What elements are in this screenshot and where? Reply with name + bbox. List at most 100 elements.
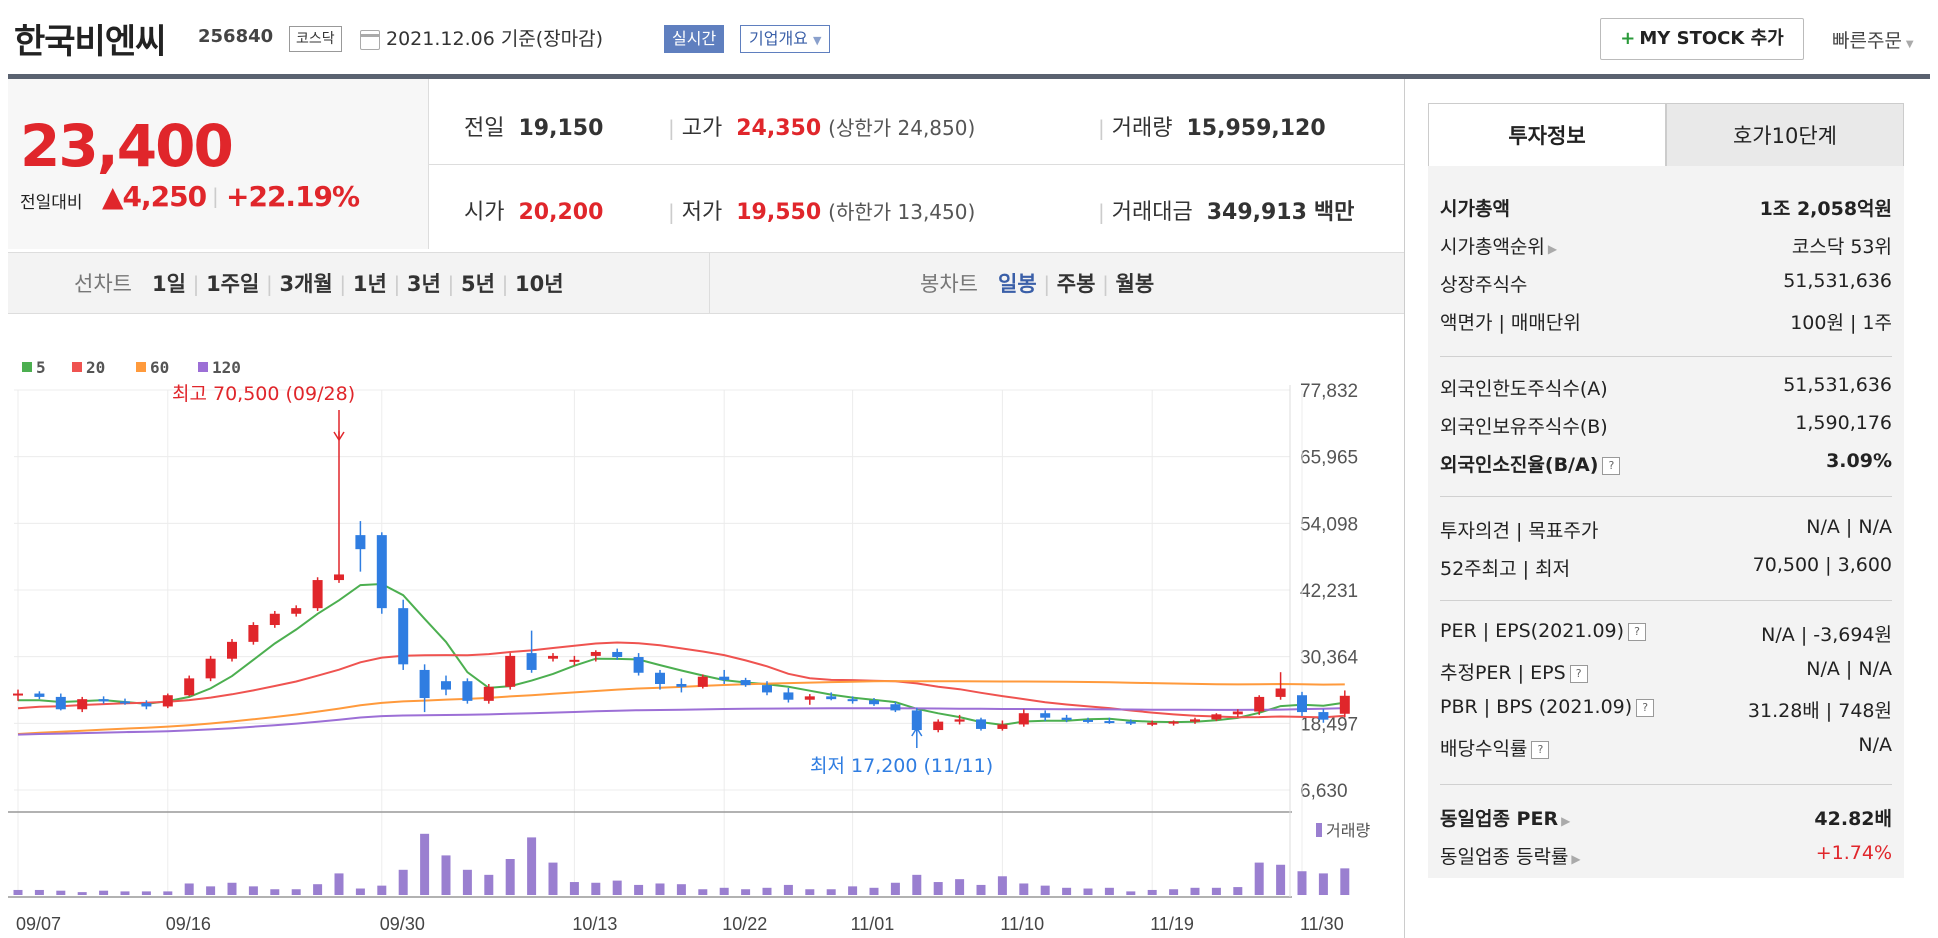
foreign-limit-row: 외국인한도주식수(A) 51,531,636 xyxy=(1440,374,1892,404)
quick-order-dropdown[interactable]: 빠른주문 ▼ xyxy=(1832,26,1914,53)
industry-change-label: 동일업종 등락률 xyxy=(1440,846,1569,868)
candle-body xyxy=(1125,721,1136,724)
upper-limit: (상한가 24,850) xyxy=(828,116,976,140)
market-badge: 코스닥 xyxy=(289,26,342,52)
candle-body xyxy=(1318,712,1329,720)
my-stock-add-button[interactable]: + MY STOCK 추가 xyxy=(1600,18,1804,60)
line-chart-periods: 선차트 1일 | 1주일 | 3개월 | 1년 | 3년 | 5년 | 10년 xyxy=(74,272,564,296)
period-3m[interactable]: 3개월 xyxy=(279,272,333,296)
candle-body xyxy=(1083,719,1093,722)
help-icon[interactable]: ? xyxy=(1569,664,1588,683)
volume-bar xyxy=(291,889,301,895)
volume-bar xyxy=(741,889,751,895)
volume-bar xyxy=(141,891,151,895)
candle-body xyxy=(633,657,644,673)
volume-bar xyxy=(1254,862,1264,895)
group-divider xyxy=(1440,496,1892,497)
candle-weekly[interactable]: 주봉 xyxy=(1056,272,1096,296)
help-icon[interactable]: ? xyxy=(1628,622,1647,641)
y-tick-label: 18,497 xyxy=(1300,714,1358,735)
caret-right-icon: ▶ xyxy=(1547,242,1558,256)
open: 시가 20,200 xyxy=(464,194,603,226)
candle-monthly[interactable]: 월봉 xyxy=(1115,272,1155,296)
period-5y[interactable]: 5년 xyxy=(460,272,495,296)
volume-legend-swatch xyxy=(1316,823,1322,837)
candle-body xyxy=(1147,722,1158,725)
help-icon[interactable]: ? xyxy=(1602,456,1621,475)
chevron-down-icon: ▼ xyxy=(812,34,822,47)
caret-right-icon: ▶ xyxy=(1561,814,1571,828)
listed-shares-value: 51,531,636 xyxy=(1783,270,1892,292)
candle-body xyxy=(441,681,451,690)
candle-body xyxy=(376,535,387,609)
industry-change-row[interactable]: 동일업종 등락률 ▶ +1.74% xyxy=(1440,842,1892,872)
legend-label: 60 xyxy=(150,358,169,377)
candle-body xyxy=(269,613,280,626)
y-tick-label: 65,965 xyxy=(1300,448,1358,469)
volume-bar xyxy=(1040,885,1050,895)
52week-value: 70,500 | 3,600 xyxy=(1752,554,1892,576)
opinion-label: 투자의견 | 목표주가 xyxy=(1440,520,1599,542)
candle-daily[interactable]: 일봉 xyxy=(998,272,1037,296)
company-overview-dropdown[interactable]: 기업개요 ▼ xyxy=(740,25,831,53)
candle-chart-periods: 봉차트 일봉 | 주봉 | 월봉 xyxy=(920,272,1155,296)
candle-body xyxy=(13,693,23,696)
y-tick-label: 30,364 xyxy=(1300,648,1359,669)
volume-bar xyxy=(955,879,965,895)
help-icon[interactable]: ? xyxy=(1531,740,1550,759)
my-stock-label: MY STOCK 추가 xyxy=(1639,28,1784,49)
dividend-value: N/A xyxy=(1858,734,1892,756)
pbr-label: PBR | BPS (2021.09) xyxy=(1440,696,1633,718)
help-icon[interactable]: ? xyxy=(1636,698,1655,717)
pbr-row: PBR | BPS (2021.09)? 31.28배 | 748원 xyxy=(1440,696,1892,726)
high-value: 24,350 xyxy=(736,116,822,141)
candle-body xyxy=(1339,695,1350,714)
volume-bar xyxy=(1276,864,1286,895)
realtime-button[interactable]: 실시간 xyxy=(664,25,725,53)
volume-bar xyxy=(227,882,237,895)
volume-bar xyxy=(912,874,922,895)
market-cap-rank-value: 코스닥 53위 xyxy=(1791,236,1892,258)
overview-label: 기업개요 xyxy=(749,29,808,48)
period-1d[interactable]: 1일 xyxy=(152,272,186,296)
volume-bar xyxy=(313,884,323,895)
volume-bar xyxy=(1104,887,1114,895)
period-3y[interactable]: 3년 xyxy=(406,272,441,296)
y-tick-label: 54,098 xyxy=(1300,514,1358,535)
candle-body xyxy=(890,704,901,711)
period-1w[interactable]: 1주일 xyxy=(206,272,260,296)
legend-swatch xyxy=(72,362,82,372)
period-1y[interactable]: 1년 xyxy=(352,272,387,296)
opinion-value: N/A | N/A xyxy=(1806,516,1892,538)
market-cap-rank-row[interactable]: 시가총액순위 ▶ 코스닥 53위 xyxy=(1440,232,1892,262)
candle-body xyxy=(120,701,130,704)
volume-bar xyxy=(1147,889,1157,895)
y-tick-label: 42,231 xyxy=(1300,581,1358,602)
pbr-value: 31.28배 | 748원 xyxy=(1747,700,1892,722)
high: | 고가 24,350 (상한가 24,850) xyxy=(668,116,976,141)
tab-invest-info[interactable]: 투자정보 xyxy=(1428,103,1666,167)
header-divider xyxy=(8,74,1930,79)
industry-per-row[interactable]: 동일업종 PER ▶ 42.82배 xyxy=(1440,804,1892,834)
volume-bar xyxy=(206,886,216,895)
candle-body xyxy=(869,700,879,705)
volume-bar xyxy=(484,874,494,895)
volume-bar xyxy=(976,884,986,895)
candle-body xyxy=(248,625,259,642)
candle-body xyxy=(954,719,965,722)
x-tick-label: 11/10 xyxy=(1000,914,1044,934)
volume-bar xyxy=(248,886,258,895)
volume-bar xyxy=(505,859,515,895)
volume-bar xyxy=(805,889,815,895)
tab-orderbook[interactable]: 호가10단계 xyxy=(1666,103,1904,167)
volume-bar xyxy=(420,833,430,895)
period-10y[interactable]: 10년 xyxy=(515,272,564,296)
candle-body xyxy=(1254,696,1265,712)
candle-body xyxy=(1168,721,1179,724)
par-value-row: 액면가 | 매매단위 100원 | 1주 xyxy=(1440,308,1892,338)
volume-bar xyxy=(334,873,344,895)
min-arrow-head xyxy=(911,726,923,737)
52week-label: 52주최고 | 최저 xyxy=(1440,558,1571,580)
legend-swatch xyxy=(22,362,32,372)
volume-legend-label: 거래량 xyxy=(1326,821,1370,840)
